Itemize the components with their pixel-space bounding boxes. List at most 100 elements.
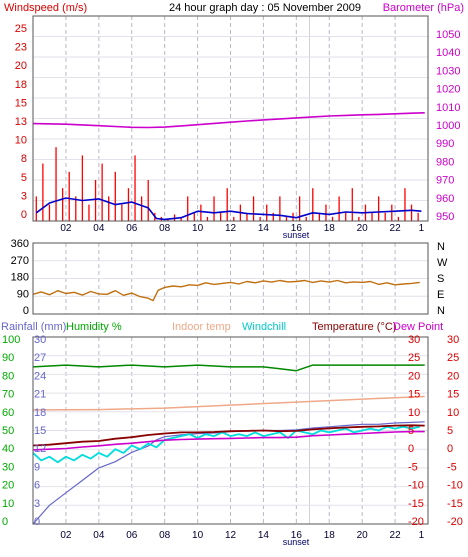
windspeed-tick-labels: 25 23 20 18 15 13 10 8 5 3 0 bbox=[15, 23, 27, 221]
humidity-tick: 30 bbox=[2, 461, 14, 473]
rainfall-tick: 27 bbox=[34, 352, 46, 364]
humidity-tick: 40 bbox=[2, 443, 14, 455]
hour-label: 10 bbox=[192, 530, 204, 541]
barometer-tick: 1010 bbox=[436, 102, 460, 114]
temp-panel-frame bbox=[32, 336, 429, 525]
barometer-tick: 1000 bbox=[436, 120, 460, 132]
temp-tick-a: 0 bbox=[408, 443, 414, 455]
rainfall-tick: 15 bbox=[34, 425, 46, 437]
legend-windchill: Windchill bbox=[242, 321, 286, 333]
temp-tick-b: 15 bbox=[447, 389, 459, 401]
legend-dewpoint: Dew Point bbox=[393, 321, 443, 333]
humidity-tick: 100 bbox=[2, 334, 20, 346]
legend-indoor-temp: Indoor temp bbox=[172, 321, 231, 333]
humidity-tick: 50 bbox=[2, 425, 14, 437]
temp-tick-b: -5 bbox=[447, 461, 457, 473]
wind-panel-frame bbox=[32, 15, 429, 222]
windchill-line bbox=[32, 425, 420, 464]
temp-panel-grid bbox=[33, 337, 428, 524]
direction-compass-tick: W bbox=[437, 257, 448, 269]
barometer-tick: 980 bbox=[436, 156, 454, 168]
hour-label: 1 bbox=[419, 530, 425, 541]
hour-label: 22 bbox=[390, 530, 402, 541]
humidity-tick: 70 bbox=[2, 389, 14, 401]
hour-label: 04 bbox=[93, 223, 105, 234]
direction-compass-tick: N bbox=[437, 241, 445, 253]
temp-tick-b: 10 bbox=[447, 407, 459, 419]
rainfall-tick: 18 bbox=[34, 407, 46, 419]
temp-tick-labels-b: 30 25 20 15 10 5 0 -5 -10 -15 -20 bbox=[447, 334, 463, 528]
temp-panel-hour-labels: 02 04 06 08 10 12 14 16 18 20 22 1 bbox=[60, 530, 424, 541]
humidity-tick: 60 bbox=[2, 407, 14, 419]
barometer-tick: 970 bbox=[436, 175, 454, 187]
temp-tick-b: -15 bbox=[447, 498, 463, 510]
hour-label: 20 bbox=[357, 530, 369, 541]
barometer-tick: 1050 bbox=[436, 29, 460, 41]
hour-label: 14 bbox=[258, 530, 270, 541]
windspeed-tick: 5 bbox=[21, 172, 27, 184]
temp-tick-a: 30 bbox=[408, 334, 420, 346]
temp-tick-a: 10 bbox=[408, 407, 420, 419]
hour-label: 10 bbox=[192, 223, 204, 234]
humidity-line bbox=[32, 364, 425, 372]
temp-tick-a: -10 bbox=[408, 480, 424, 492]
temp-tick-b: 20 bbox=[447, 370, 459, 382]
windspeed-tick: 0 bbox=[21, 209, 27, 221]
temp-tick-a: 25 bbox=[408, 352, 420, 364]
legend-humidity: Humidity % bbox=[66, 321, 122, 333]
rainfall-tick: 3 bbox=[34, 498, 40, 510]
direction-degree-tick: 90 bbox=[17, 288, 29, 300]
hour-label: 16 bbox=[291, 530, 303, 541]
direction-degree-labels: 360 270 180 90 0 bbox=[11, 238, 29, 317]
sunset-label-top: sunset bbox=[283, 230, 310, 240]
hour-label: 18 bbox=[324, 530, 336, 541]
windspeed-tick: 10 bbox=[15, 135, 27, 147]
temp-tick-a: -5 bbox=[408, 461, 418, 473]
barometer-axis-title: Barometer (hPa) bbox=[383, 2, 464, 14]
temp-tick-b: -20 bbox=[447, 516, 463, 528]
temp-tick-a: 5 bbox=[408, 425, 414, 437]
chart-title: 24 hour graph day : 05 November 2009 bbox=[169, 2, 361, 14]
rainfall-tick: 30 bbox=[34, 334, 46, 346]
sunset-label-bottom: sunset bbox=[283, 537, 310, 547]
wind-panel-series bbox=[32, 112, 425, 221]
direction-degree-tick: 0 bbox=[23, 305, 29, 317]
barometer-tick: 1020 bbox=[436, 84, 460, 96]
windspeed-tick: 3 bbox=[21, 190, 27, 202]
windspeed-tick: 15 bbox=[15, 97, 27, 109]
legend-temperature: Temperature (°C) bbox=[312, 321, 396, 333]
rainfall-tick: 21 bbox=[34, 389, 46, 401]
barometer-tick: 990 bbox=[436, 138, 454, 150]
rainfall-line bbox=[32, 421, 425, 525]
humidity-tick: 20 bbox=[2, 480, 14, 492]
hour-label: 1 bbox=[419, 223, 425, 234]
hour-label: 12 bbox=[225, 530, 237, 541]
hour-label: 14 bbox=[258, 223, 270, 234]
barometer-tick: 1040 bbox=[436, 47, 460, 59]
hour-label: 08 bbox=[159, 530, 171, 541]
temp-tick-a: 15 bbox=[408, 389, 420, 401]
direction-degree-tick: 360 bbox=[11, 238, 29, 250]
rainfall-tick: 9 bbox=[34, 461, 40, 473]
temp-tick-b: 0 bbox=[447, 443, 453, 455]
hour-label: 08 bbox=[159, 223, 171, 234]
hour-label: 02 bbox=[60, 530, 72, 541]
average-wind-line bbox=[35, 197, 422, 221]
windspeed-tick: 23 bbox=[15, 42, 27, 54]
humidity-tick: 90 bbox=[2, 352, 14, 364]
hour-label: 06 bbox=[126, 223, 138, 234]
rainfall-tick: 24 bbox=[34, 370, 46, 382]
direction-panel-grid bbox=[33, 243, 428, 314]
barometer-tick-labels: 1050 1040 1030 1020 1010 1000 990 980 970 960 950 bbox=[436, 29, 460, 223]
hour-label: 02 bbox=[60, 223, 72, 234]
windspeed-tick: 25 bbox=[15, 23, 27, 35]
humidity-tick: 80 bbox=[2, 370, 14, 382]
temp-tick-b: 30 bbox=[447, 334, 459, 346]
wind-direction-line bbox=[32, 279, 420, 302]
hour-label: 12 bbox=[225, 223, 237, 234]
temp-panel-series bbox=[32, 364, 425, 525]
barometer-tick: 950 bbox=[436, 211, 454, 223]
